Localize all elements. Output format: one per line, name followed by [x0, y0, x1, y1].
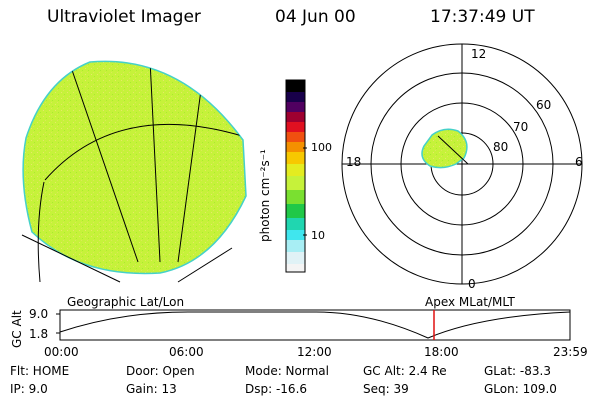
timeline-y-tick-min: 1.8 [29, 327, 49, 341]
timeline-x-tick-1200: 12:00 [297, 345, 332, 359]
status-flight-mode: Flt: HOME [10, 364, 70, 378]
mlt-label-6: 6 [575, 155, 583, 169]
lat-label-70: 70 [513, 120, 529, 134]
colorbar [285, 79, 307, 273]
status-ip: IP: 9.0 [10, 382, 48, 396]
status-gain: Gain: 13 [126, 382, 177, 396]
mlt-label-12: 12 [471, 47, 487, 61]
timeline-y-tick-max: 9.0 [29, 307, 49, 321]
timeline-x-tick-0600: 06:00 [169, 345, 204, 359]
status-seq: Seq: 39 [363, 382, 409, 396]
time-readout: 17:37:49 UT [430, 7, 535, 27]
colorbar-unit-label: photon cm⁻²s⁻¹ [258, 149, 272, 242]
geographic-image [21, 60, 247, 283]
status-door: Door: Open [126, 364, 195, 378]
status-glon: GLon: 109.0 [484, 382, 557, 396]
polar-auroral-image [421, 128, 468, 169]
lat-label-60: 60 [536, 98, 552, 112]
colorbar-label-10: 10 [311, 229, 325, 242]
timeline-x-tick-1800: 18:00 [424, 345, 459, 359]
timeline-left-title: Geographic Lat/Lon [67, 295, 185, 309]
timeline-x-tick-2359: 23:59 [553, 345, 588, 359]
status-glat: GLat: -83.3 [484, 364, 551, 378]
geo-grid-lines [44, 61, 246, 263]
mlt-label-18: 18 [346, 155, 362, 169]
status-mode: Mode: Normal [245, 364, 329, 378]
geo-meridian-line [177, 247, 233, 283]
app-title: Ultraviolet Imager [47, 7, 201, 27]
colorbar-label-100: 100 [311, 141, 332, 154]
altitude-curve [59, 311, 571, 339]
timeline-panel [56, 309, 571, 341]
geo-parallel-line [37, 181, 45, 283]
timeline-x-tick-0000: 00:00 [44, 345, 79, 359]
mlt-label-0: 0 [468, 277, 476, 291]
timeline-right-title: Apex MLat/MLT [425, 295, 515, 309]
polar-plot [341, 43, 583, 285]
status-dsp: Dsp: -16.6 [245, 382, 308, 396]
geo-meridian-line [21, 234, 121, 283]
date-readout: 04 Jun 00 [275, 7, 356, 27]
status-gc-alt: GC Alt: 2.4 Re [363, 364, 447, 378]
lat-label-80: 80 [493, 140, 509, 154]
timeline-y-axis-label: GC Alt [10, 310, 24, 348]
polar-terminator-line [437, 135, 469, 165]
